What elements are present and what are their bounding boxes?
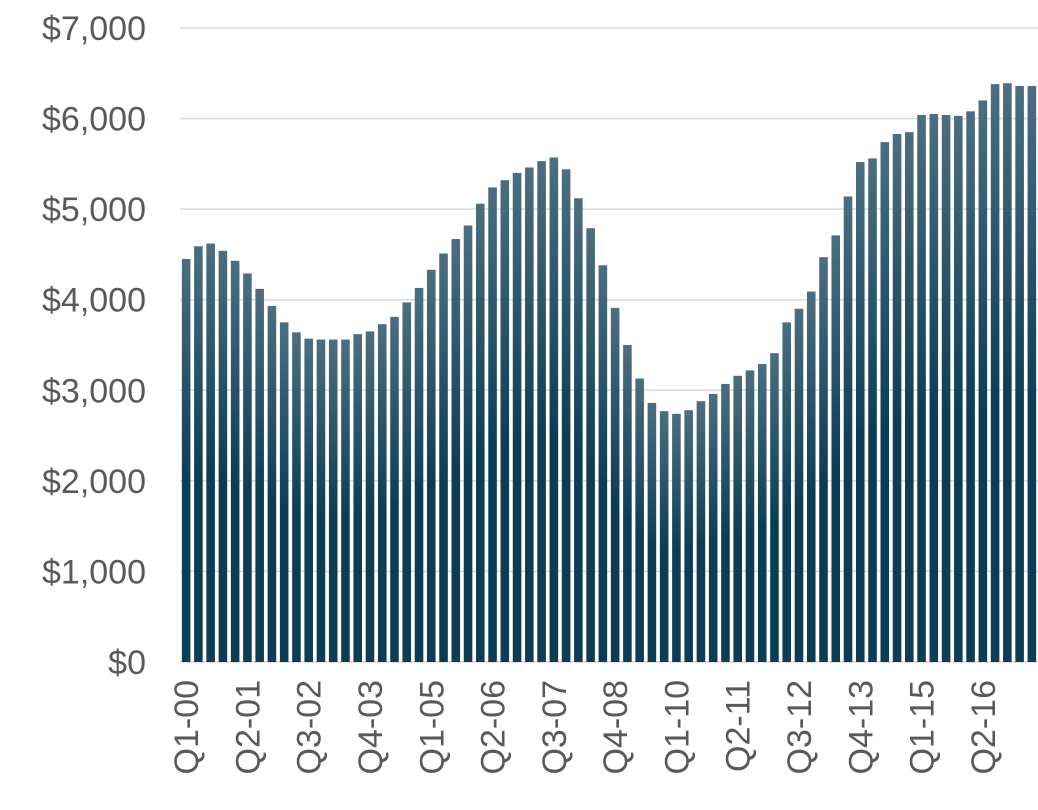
bar [721,383,730,662]
x-tick-label: Q2-11 [720,680,758,772]
x-tick-label: Q4-13 [842,680,880,775]
bar [194,246,203,662]
y-tick-label: $3,000 [42,372,146,410]
bar [390,316,399,662]
bar [684,410,693,662]
bar [451,239,461,662]
x-tick-label: Q3-12 [781,680,819,775]
x-tick-label: Q1-10 [658,680,696,775]
bar [892,133,902,662]
bar [782,322,792,662]
y-tick-label: $0 [108,644,146,682]
bar [377,324,387,662]
bar [574,198,583,662]
bar [610,307,620,662]
bar [500,180,510,662]
bar [868,158,877,662]
y-tick-label: $4,000 [42,282,146,320]
bar [770,353,779,662]
x-tick-label: Q2-01 [229,680,267,775]
bar [439,253,448,662]
bar [316,339,326,662]
bar [708,393,718,662]
x-tick-label: Q1-15 [904,680,942,775]
bar [978,100,988,662]
bar [463,225,473,662]
bar [365,331,375,662]
bar [696,401,706,662]
bar [512,172,522,662]
bar [402,302,412,662]
bar [647,402,657,662]
x-tick-label: Q3-07 [536,680,574,775]
bar [181,258,191,662]
bar [733,375,742,662]
bar [230,260,240,662]
y-tick-label: $1,000 [42,553,146,591]
bar [1027,85,1037,663]
bar [328,339,338,662]
x-tick-label: Q2-16 [965,680,1003,775]
bar [635,378,644,662]
bar [659,411,669,662]
bar [990,84,1000,662]
x-tick-label: Q1-00 [168,680,206,775]
x-tick-label: Q4-08 [597,680,635,775]
bar [1003,83,1012,662]
bar [279,322,289,662]
bar [745,370,755,662]
bar [414,287,424,662]
bar [929,114,939,663]
y-tick-label: $7,000 [42,10,146,48]
bar [954,115,963,662]
y-tick-label: $5,000 [42,191,146,229]
bar [476,203,485,663]
bar [966,111,975,663]
bar [831,235,841,662]
bar [341,339,350,662]
bar [598,265,608,662]
bar [880,142,890,662]
bar [426,269,436,662]
bar [819,257,828,662]
bar [623,345,632,662]
bar [353,334,363,662]
bar [843,196,853,662]
x-tick-label: Q3-02 [291,680,329,775]
bar [525,167,534,663]
bar [941,114,951,663]
bar [488,187,497,663]
bar [292,332,301,662]
bar [1015,85,1024,663]
bar [206,243,215,662]
bar [561,169,571,662]
bar [549,157,559,662]
y-tick-label: $2,000 [42,463,146,501]
bar [672,413,681,662]
bar [537,161,546,662]
bar [267,306,277,662]
x-tick-label: Q4-03 [352,680,390,775]
bar [255,288,264,662]
x-tick-label: Q1-05 [413,680,451,775]
y-tick-label: $6,000 [42,101,146,139]
bar [243,273,252,662]
bar [855,162,865,662]
bar [304,338,313,662]
x-tick-label: Q2-06 [475,680,513,775]
bar [794,308,804,662]
bar [586,228,595,663]
bar [806,291,816,662]
bar [917,114,926,663]
bar [757,364,767,662]
bar [905,132,914,662]
bar [218,250,228,662]
